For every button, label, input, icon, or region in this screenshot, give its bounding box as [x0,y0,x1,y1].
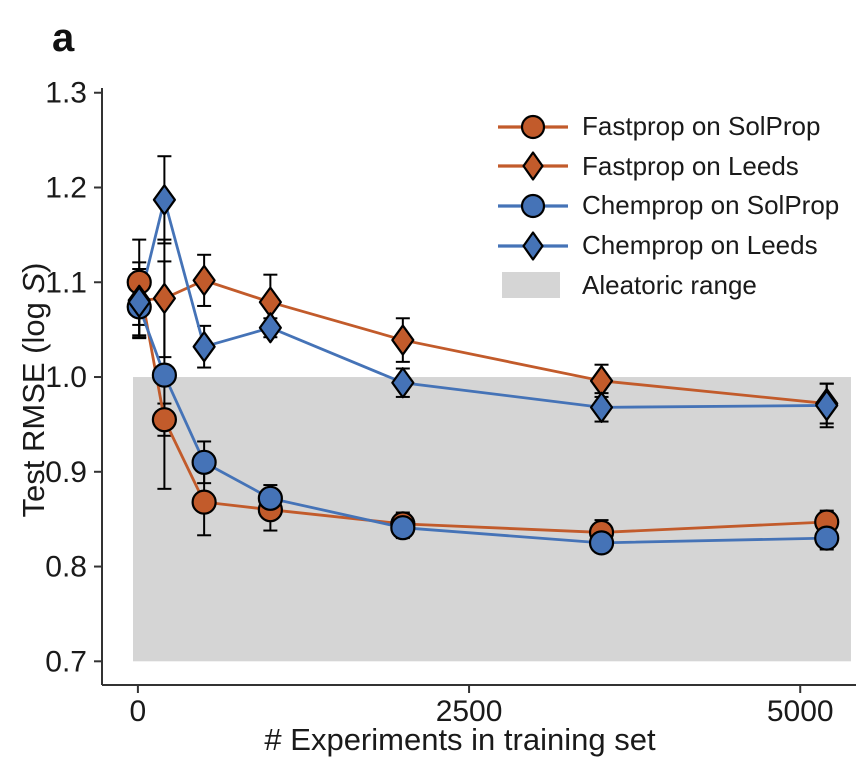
y-axis-title-prefix: Test RMSE (log [16,293,51,518]
legend-item-chemprop-leeds: Chemprop on Leeds [496,226,839,266]
data-point-marker [522,230,544,261]
data-point-marker [152,184,176,216]
legend-label-chemprop-solprop: Chemprop on SolProp [582,190,840,221]
y-tick-label: 0.7 [45,645,87,678]
y-tick-label: 1.3 [45,77,87,110]
data-point-marker [191,489,217,515]
data-point-marker [522,151,544,181]
legend-label-chemprop-leeds: Chemprop on Leeds [582,230,818,261]
aleatoric-band [132,377,851,662]
data-point-marker [391,324,415,356]
fastprop-solprop-marker-icon [496,110,570,144]
y-axis-title-suffix: ) [16,262,51,273]
legend-label-fastprop-solprop: Fastprop on SolProp [582,111,821,142]
data-point-marker [191,449,217,475]
fastprop-leeds-marker-icon [496,149,570,183]
data-point-marker [192,331,216,363]
legend-item-aleatoric-range: Aleatoric range [496,265,839,305]
legend-item-chemprop-solprop: Chemprop on SolProp [496,186,839,226]
data-point-marker [151,362,177,388]
chemprop-leeds-marker-icon [496,229,570,263]
chemprop-solprop-marker-icon [496,189,570,223]
data-point-marker [814,525,840,551]
series-markers-3 [127,184,839,423]
y-tick-label: 1.0 [45,361,87,394]
data-point-marker [257,485,283,511]
data-point-marker [588,530,615,556]
diamond-swatch [498,151,568,181]
legend-label-aleatoric-range: Aleatoric range [582,269,757,300]
data-point-marker [151,407,177,433]
y-axis-title-italic: S [16,272,51,294]
data-point-marker [258,312,282,344]
diamond-swatch [498,230,568,261]
data-point-marker [152,282,176,314]
legend: Fastprop on SolProp Fastprop on Leeds Ch… [496,107,839,305]
data-point-marker [192,264,216,296]
data-point-marker [520,193,546,219]
y-tick-label: 0.9 [45,456,87,489]
data-point-marker [127,286,151,318]
axes: 0.7 0.8 0.9 1.0 1.1 1.2 1.3 0 2500 5000 [45,77,856,728]
aleatoric-range-swatch-icon [502,272,560,299]
data-point-marker [589,391,614,423]
data-point-marker [815,389,839,422]
panel-label: a [52,16,75,60]
circle-swatch [498,193,568,219]
y-axis-title: Test RMSE (log S) [16,190,52,590]
x-tick-label: 5000 [767,695,834,728]
x-axis-title: # Experiments in training set [264,722,656,757]
y-tick-label: 0.8 [45,551,87,584]
data-point-marker [390,515,416,541]
x-tick-label: 0 [130,695,147,728]
legend-item-fastprop-leeds: Fastprop on Leeds [496,147,839,187]
data-point-marker [520,114,546,139]
x-tick-label: 2500 [436,695,503,728]
legend-item-fastprop-solprop: Fastprop on SolProp [496,107,839,147]
y-tick-label: 1.1 [45,266,87,299]
y-tick-label: 1.2 [45,172,87,205]
circle-swatch [498,114,568,139]
data-point-marker [391,367,415,399]
legend-label-fastprop-leeds: Fastprop on Leeds [582,150,799,181]
